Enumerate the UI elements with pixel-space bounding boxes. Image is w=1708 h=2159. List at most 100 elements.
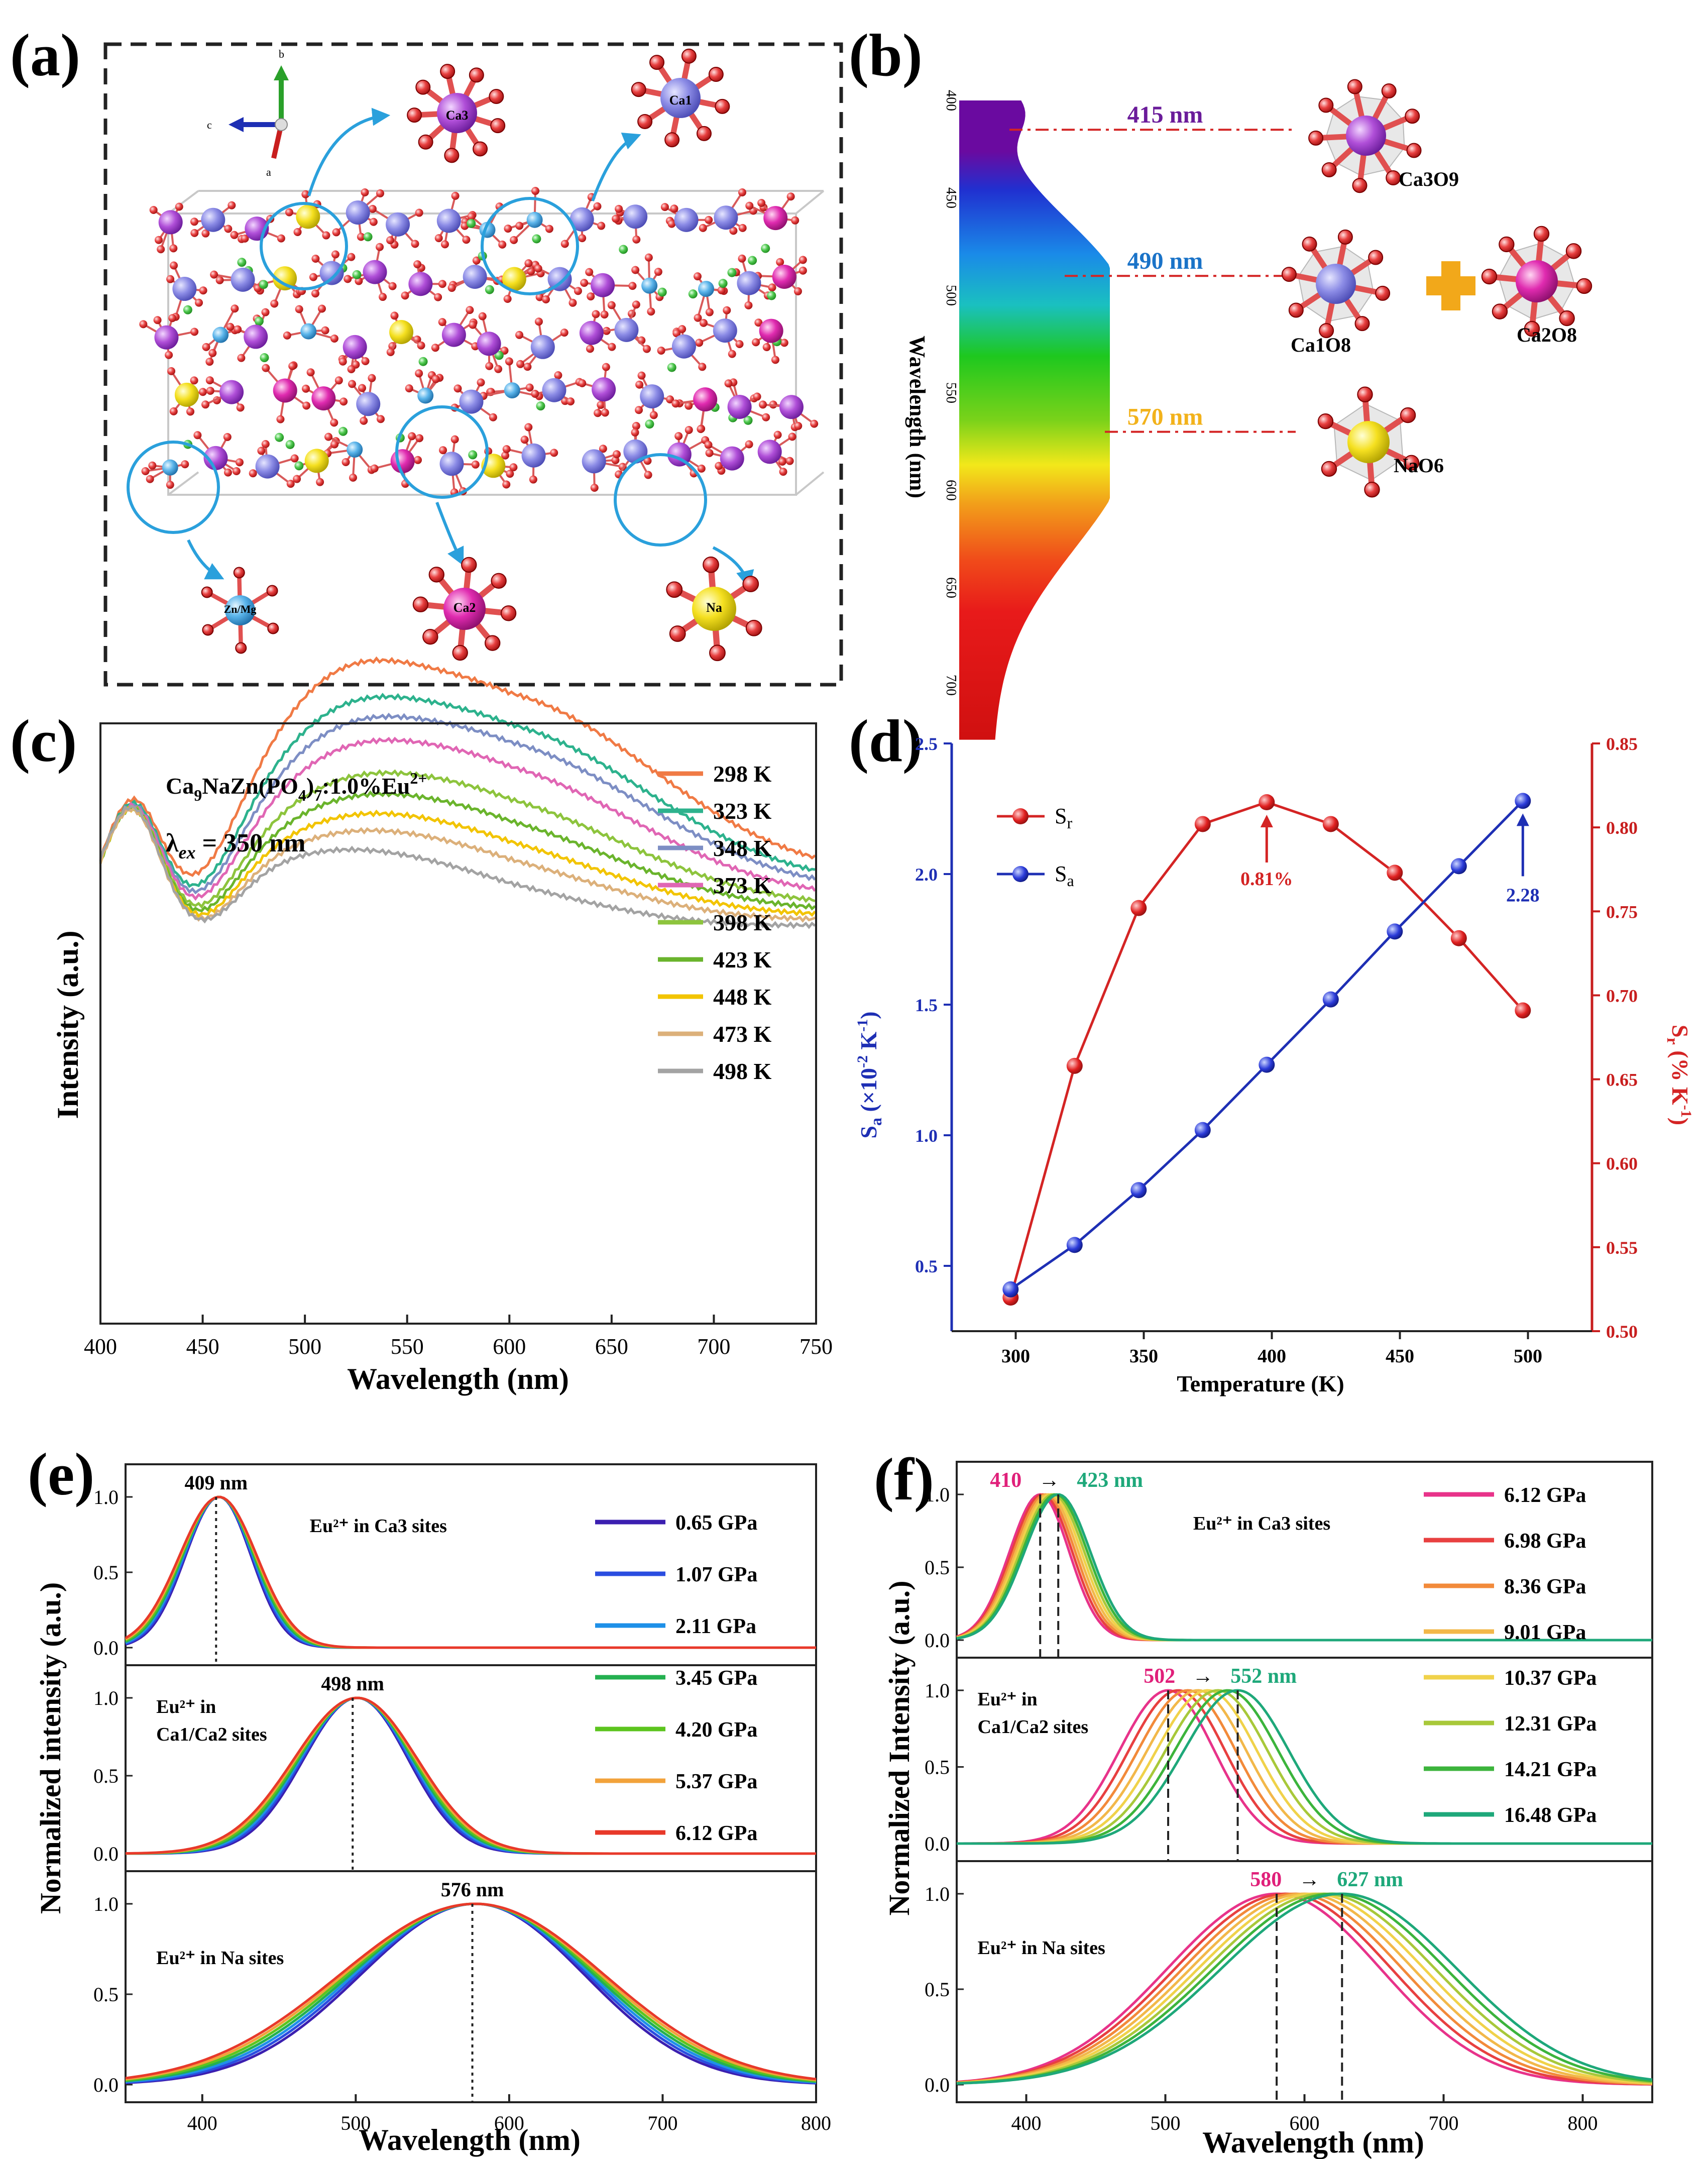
lattice-cation <box>162 459 178 476</box>
lattice-oxygen <box>368 374 376 382</box>
band-490-label: 490 nm <box>1127 248 1203 274</box>
lattice-oxygen <box>181 460 189 469</box>
lattice-oxygen <box>810 419 819 428</box>
oxygen-atom <box>473 141 488 157</box>
panel-c-plot-frame <box>99 722 817 1325</box>
oxygen-atom <box>1533 226 1550 242</box>
y-tick-label: 1.0 <box>925 1679 950 1702</box>
legend-label: 473 K <box>713 1021 772 1047</box>
lattice-oxygen <box>586 345 594 353</box>
panel-c-label: (c) <box>10 707 77 774</box>
lattice-oxygen <box>510 236 518 244</box>
lattice-oxygen <box>697 464 706 473</box>
lattice-phosphorus <box>254 316 264 326</box>
series-line <box>125 1495 816 1649</box>
lattice-oxygen <box>386 236 395 245</box>
oxygen-atom <box>664 132 680 148</box>
lattice-cation <box>172 277 197 301</box>
lattice-oxygen <box>504 225 512 233</box>
series-line <box>956 1892 1652 2086</box>
panel-b-tick-label: 600 <box>943 480 959 501</box>
lattice-cation <box>591 273 615 297</box>
y-tick-label: 0.5 <box>925 1756 950 1779</box>
series-point-Sa <box>1066 1237 1083 1253</box>
oxygen-atom <box>1357 386 1373 402</box>
panel-d-left-tick-label: 0.5 <box>915 1256 938 1276</box>
lattice-cation <box>389 320 414 345</box>
lattice-oxygen <box>324 433 333 441</box>
series-point-Sa <box>1387 923 1403 940</box>
lattice-oxygen <box>411 240 419 248</box>
lattice-phosphorus <box>418 357 428 366</box>
site-label: Ca1/Ca2 sites <box>156 1724 267 1745</box>
lattice-cation <box>714 205 738 230</box>
lattice-oxygen <box>388 282 397 290</box>
lattice-oxygen <box>370 464 379 473</box>
oxygen-atom <box>1321 162 1337 177</box>
lattice-oxygen <box>270 299 279 308</box>
lattice-oxygen <box>642 345 651 353</box>
site-label: Eu²⁺ in <box>156 1696 216 1717</box>
lattice-oxygen <box>657 346 665 355</box>
lattice-oxygen <box>334 376 343 385</box>
lattice-oxygen <box>542 295 550 304</box>
peak-end-label: 552 nm <box>1230 1665 1297 1688</box>
lattice-oxygen <box>283 331 291 340</box>
lattice-oxygen <box>148 461 157 470</box>
crystal-lattice <box>139 187 819 497</box>
oxygen-atom <box>1281 267 1297 282</box>
lattice-phosphorus <box>494 351 504 360</box>
lattice-oxygen <box>599 445 607 453</box>
oxygen-atom <box>649 55 665 70</box>
lattice-cation <box>459 389 484 414</box>
series-line <box>956 1892 1653 2085</box>
lattice-oxygen <box>405 384 413 393</box>
lattice-phosphorus <box>727 268 737 277</box>
oxygen-atom <box>669 625 686 642</box>
site-label: Eu²⁺ in <box>978 1689 1038 1710</box>
y-tick-label: 0.5 <box>925 1556 950 1579</box>
lattice-cation <box>763 206 788 231</box>
lattice-oxygen <box>644 253 653 262</box>
lattice-cation <box>346 200 370 225</box>
series-line <box>956 1892 1653 2085</box>
lattice-oxygen <box>447 284 456 292</box>
lattice-cation <box>219 380 244 404</box>
lattice-oxygen <box>674 432 683 441</box>
lattice-oxygen <box>431 375 440 383</box>
x-tick-label: 700 <box>1429 2112 1459 2134</box>
oxygen-atom <box>1354 316 1370 332</box>
lattice-phosphorus <box>688 289 698 299</box>
lattice-oxygen <box>285 208 293 217</box>
lattice-oxygen <box>666 395 674 404</box>
lattice-oxygen <box>223 468 232 477</box>
oxygen-atom <box>1364 482 1380 498</box>
lattice-oxygen <box>670 204 678 213</box>
series-point-Sr <box>1194 816 1211 832</box>
lattice-phosphorus <box>363 232 373 242</box>
lattice-oxygen <box>347 365 356 373</box>
panel-d-x-label: Temperature (K) <box>1177 1371 1344 1396</box>
lattice-oxygen <box>535 293 544 301</box>
lattice-oxygen <box>451 191 460 200</box>
series-line <box>956 1892 1653 2086</box>
series-point-Sa <box>1002 1281 1019 1298</box>
series-line <box>956 1892 1653 2085</box>
lattice-cation <box>674 207 699 232</box>
lattice-oxygen <box>141 467 150 475</box>
oxygen-atom <box>267 622 279 634</box>
legend-label: 498 K <box>713 1058 772 1084</box>
lattice-cation <box>436 208 461 233</box>
nao6-polyhedron <box>1317 386 1420 498</box>
lattice-oxygen <box>401 291 409 300</box>
lattice-cation <box>698 281 715 297</box>
lattice-oxygen <box>699 224 707 232</box>
panel-d-right-tick-label: 0.60 <box>1606 1154 1638 1174</box>
lattice-oxygen <box>332 228 340 237</box>
lattice-oxygen <box>685 401 693 410</box>
lattice-oxygen <box>705 308 714 316</box>
lattice-cation <box>231 267 255 292</box>
y-tick-label: 1.0 <box>925 1883 950 1905</box>
lattice-oxygen <box>601 408 609 417</box>
